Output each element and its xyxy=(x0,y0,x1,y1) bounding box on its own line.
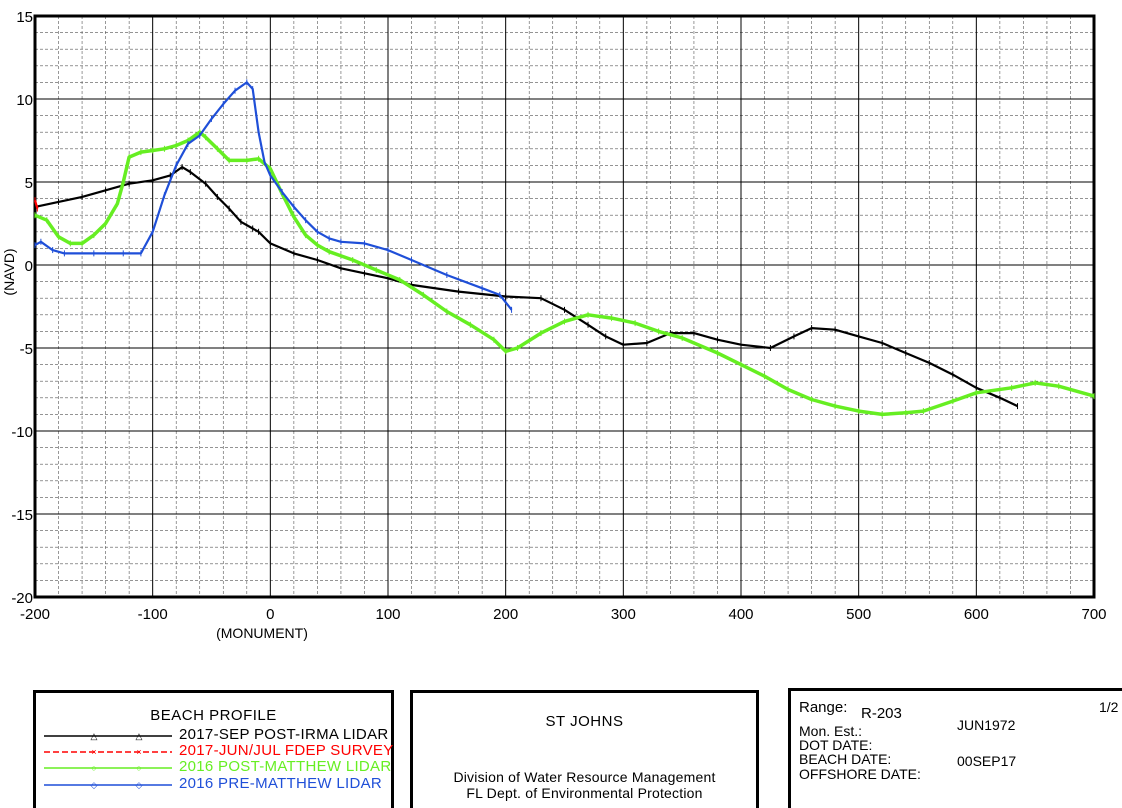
page-number: 1/2 xyxy=(1099,699,1119,715)
series-layer xyxy=(33,79,1095,418)
x-tick-label: 200 xyxy=(493,606,518,623)
x-tick-label: 300 xyxy=(611,606,636,623)
legend-label: 2017-JUN/JUL FDEP SURVEY xyxy=(179,742,394,759)
series-4 xyxy=(34,79,513,313)
legend-line-sample: △ △ xyxy=(44,731,172,741)
x-tick-label: 100 xyxy=(375,606,400,623)
y-tick-label: -20 xyxy=(11,590,33,607)
range-label: Range: xyxy=(799,699,848,716)
beach-profile-chart: -200 -100 0 100 200 300 400 500 600 700-20-15-10-… xyxy=(1,9,1107,641)
legend-label: 2017-SEP POST-IRMA LIDAR xyxy=(179,726,389,743)
series-2 xyxy=(33,197,39,212)
series-line xyxy=(34,81,513,311)
department-line: FL Dept. of Environmental Protection xyxy=(466,785,703,801)
offshore-date-label: OFFSHORE DATE: xyxy=(799,766,921,782)
y-tick-label: -5 xyxy=(20,341,33,358)
x-tick-label: 500 xyxy=(846,606,871,623)
y-tick-label: 0 xyxy=(25,258,33,275)
x-tick-label: 0 xyxy=(266,606,274,623)
y-tick-label: 5 xyxy=(25,175,33,192)
x-tick-label: 700 xyxy=(1081,606,1106,623)
survey-info-box: Range: R-203 1/2 Mon. Est.: JUN1972 DOT … xyxy=(788,688,1122,808)
legend-label: 2016 PRE-MATTHEW LIDAR xyxy=(179,775,383,792)
y-tick-label: -15 xyxy=(11,507,33,524)
y-tick-label: 15 xyxy=(16,9,33,26)
dot-date-label: DOT DATE: xyxy=(799,737,873,753)
series-3 xyxy=(34,129,1095,418)
y-axis-label: (NAVD) xyxy=(1,248,17,295)
legend-line-sample: ○ ○ xyxy=(44,763,172,773)
mon-est-label: Mon. Est.: xyxy=(799,723,863,739)
legend-box: BEACH PROFILE △ △ 2017-SEP POST-IRMA LIDAR… xyxy=(33,690,394,808)
legend-title: BEACH PROFILE xyxy=(150,707,277,724)
legend-marker: ◇ xyxy=(91,780,98,790)
x-tick-label: -200 xyxy=(20,606,50,623)
range-value: R-203 xyxy=(861,705,902,722)
x-tick-label: 400 xyxy=(728,606,753,623)
x-tick-label: -100 xyxy=(138,606,168,623)
x-tick-label: 600 xyxy=(964,606,989,623)
legend-label: 2016 POST-MATTHEW LIDAR xyxy=(179,758,392,775)
major-grid xyxy=(34,15,1095,598)
legend-marker: × xyxy=(91,747,96,757)
tick-labels: -200 -100 0 100 200 300 400 500 600 700-20-15-10-… xyxy=(11,9,1106,623)
series-line xyxy=(34,166,1018,408)
division-line: Division of Water Resource Management xyxy=(453,769,716,785)
legend-marker: △ xyxy=(136,731,143,741)
beach-date-value: 00SEP17 xyxy=(957,753,1017,769)
agency-box: ST JOHNS Division of Water Resource Mana… xyxy=(410,690,759,808)
mon-est-value: JUN1972 xyxy=(957,717,1016,733)
legend-marker: △ xyxy=(91,731,98,741)
legend-line-sample: × × xyxy=(44,747,172,757)
plot-frame xyxy=(33,14,1096,599)
legend-marker: ○ xyxy=(136,763,141,773)
legend-marker: × xyxy=(136,747,141,757)
y-tick-label: 10 xyxy=(16,92,33,109)
x-axis-label: (MONUMENT) xyxy=(216,625,308,641)
legend-line-sample: ◇ ◇ xyxy=(44,780,172,790)
legend-marker: ◇ xyxy=(136,780,143,790)
county-title: ST JOHNS xyxy=(545,713,624,730)
y-tick-label: -10 xyxy=(11,424,33,441)
legend-marker: ○ xyxy=(91,763,96,773)
minor-grid xyxy=(35,16,1094,597)
series-1 xyxy=(34,164,1019,410)
beach-date-label: BEACH DATE: xyxy=(799,751,892,767)
